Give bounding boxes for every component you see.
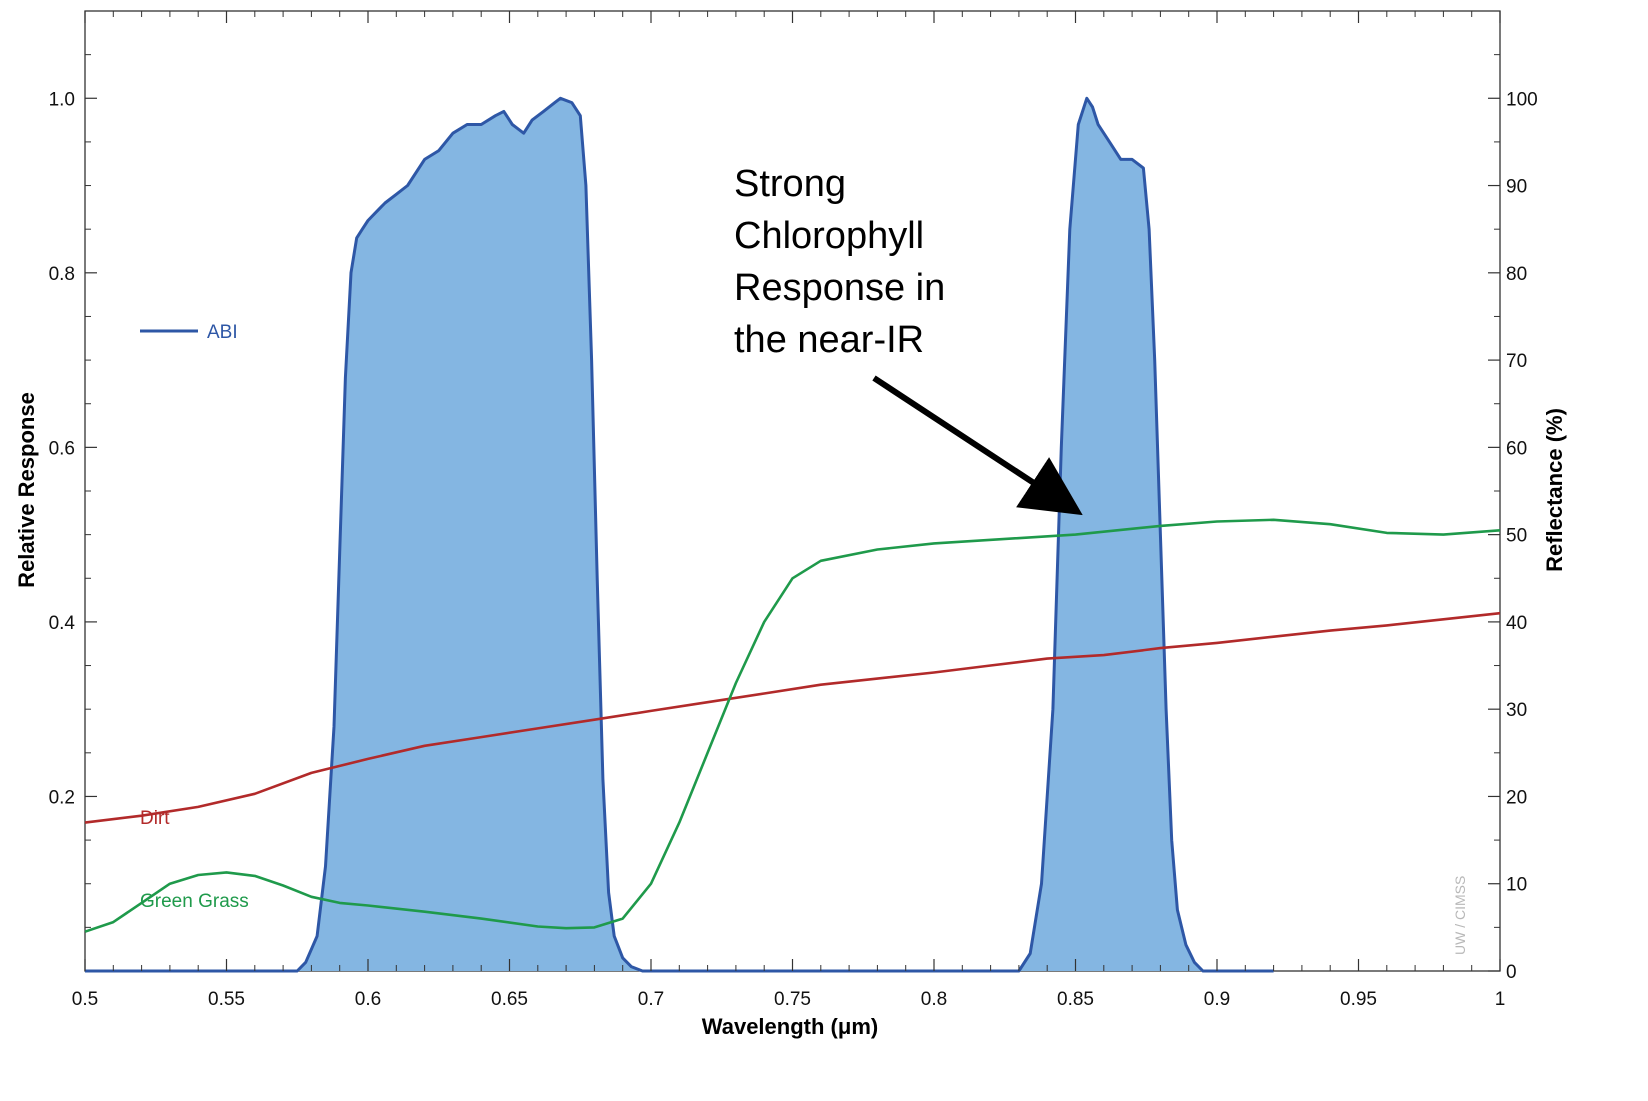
legend-abi-label: ABI [207,322,238,343]
abi-line [85,96,1274,973]
dirt-line [84,611,1501,824]
y-right-tick-label: 20 [1506,787,1527,808]
x-tick-label: 0.95 [1340,989,1377,1010]
y-right-axis-title: Reflectance (%) [1542,408,1567,572]
x-tick-label: 0.7 [638,989,664,1010]
y-left-tick-label: 1.0 [49,89,75,110]
y-left-tick-label: 0.2 [49,787,75,808]
x-tick-label: 0.9 [1204,989,1230,1010]
y-right-tick-label: 10 [1506,875,1527,896]
x-tick-label: 0.5 [72,989,98,1010]
x-tick-label: 0.8 [921,989,947,1010]
annotation-line-4: the near-IR [734,319,924,361]
annotation-arrow [872,375,1083,516]
plot-frame [84,10,1501,972]
y-right-tick-label: 100 [1506,89,1538,110]
x-tick-label: 1 [1495,989,1506,1010]
y-left-axis-title: Relative Response [14,392,39,588]
y-right-tick-label: 30 [1506,700,1527,721]
y-right-tick-label: 50 [1506,526,1527,547]
y-right-tick-label: 60 [1506,438,1527,459]
green-grass-label: Green Grass [140,891,249,912]
y-left-axis-ticks: 0.2 0.4 0.6 0.8 1.0 [49,54,97,928]
x-tick-label: 0.6 [355,989,381,1010]
x-tick-label: 0.65 [491,989,528,1010]
y-left-tick-label: 0.8 [49,264,75,285]
dirt-label: Dirt [140,808,170,829]
y-right-tick-label: 0 [1506,962,1517,983]
annotation-line-2: Chlorophyll [734,215,924,257]
x-tick-label: 0.55 [208,989,245,1010]
watermark: UW / CIMSS [1452,876,1468,955]
annotation: Strong Chlorophyll Response in the near-… [734,163,1083,516]
y-right-tick-label: 90 [1506,177,1527,198]
y-left-tick-label: 0.6 [49,438,75,459]
x-tick-label: 0.85 [1057,989,1094,1010]
green-grass-line [84,518,1501,933]
abi-area [85,98,1274,972]
y-right-tick-label: 80 [1506,264,1527,285]
series-labels: ABI Dirt Green Grass [140,322,249,912]
x-axis-ticks: 0.5 0.55 0.6 0.65 0.7 0.75 0.8 0.85 0.9 0.95 1 [72,11,1506,1010]
annotation-line-3: Response in [734,267,945,309]
y-right-axis-ticks: 0 10 20 30 40 50 60 70 80 90 100 [1488,54,1538,983]
annotation-line-1: Strong [734,163,846,205]
y-left-tick-label: 0.4 [49,613,76,634]
x-axis-title: Wavelength (μm) [702,1014,878,1039]
series-layer: ABI Dirt Green Grass [84,96,1501,973]
x-tick-label: 0.75 [774,989,811,1010]
y-right-tick-label: 40 [1506,613,1527,634]
y-right-tick-label: 70 [1506,351,1527,372]
